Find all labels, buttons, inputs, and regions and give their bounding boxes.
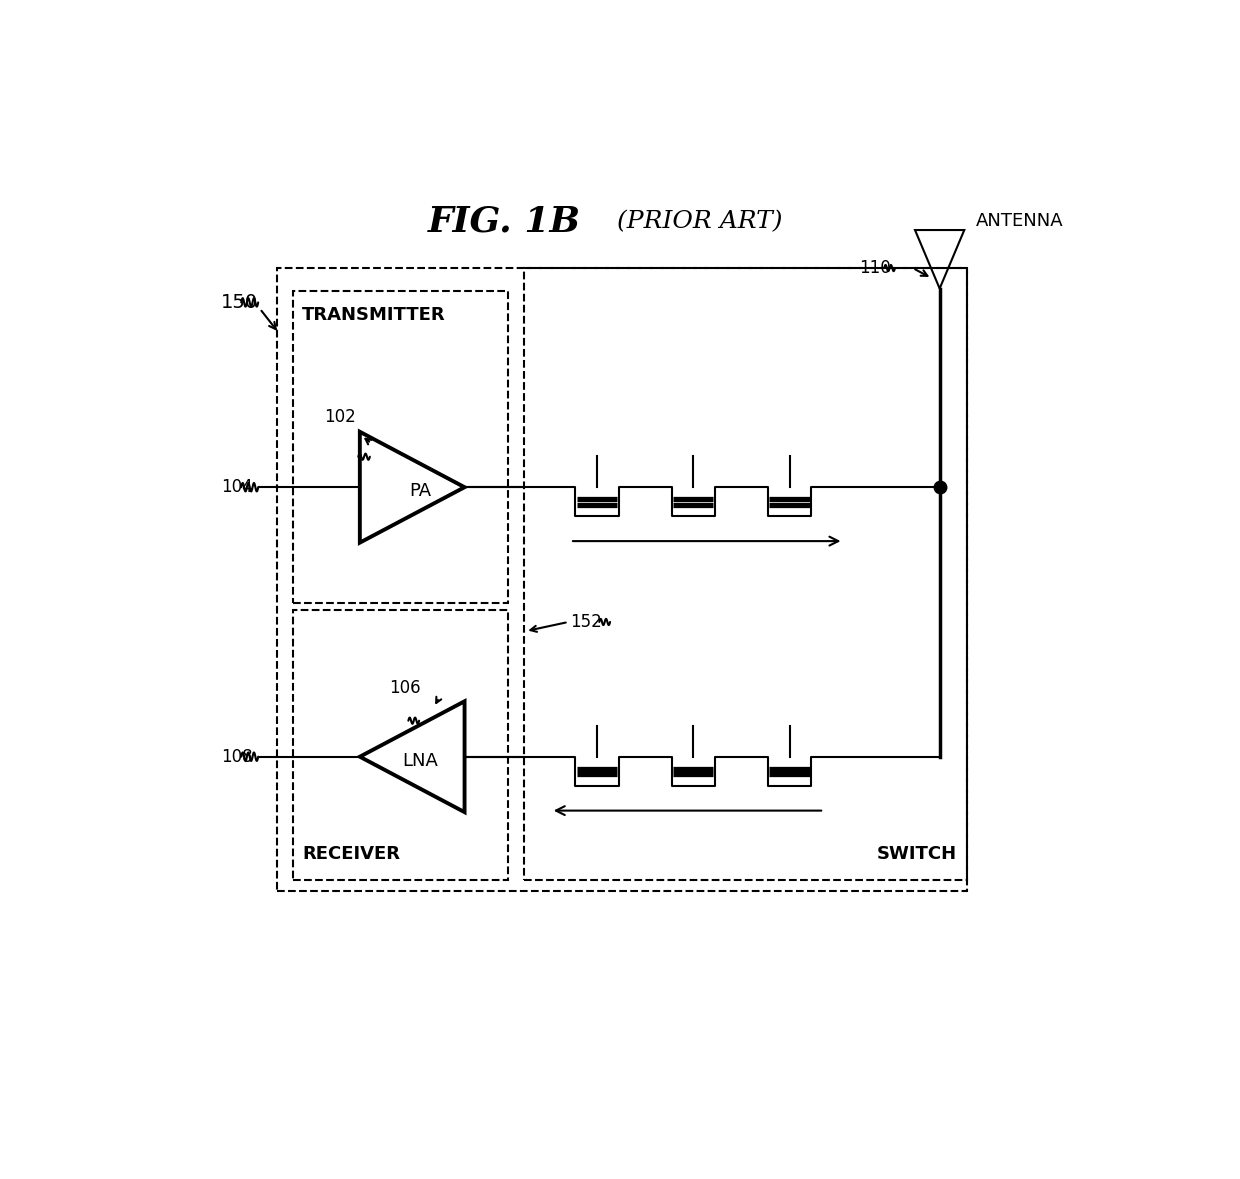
Text: 104: 104 xyxy=(221,479,253,496)
Text: LNA: LNA xyxy=(402,751,438,770)
Text: FIG. 1B: FIG. 1B xyxy=(428,205,582,238)
Text: 102: 102 xyxy=(324,408,356,426)
Text: TRANSMITTER: TRANSMITTER xyxy=(303,307,445,324)
Text: PA: PA xyxy=(409,482,432,500)
Text: (PRIOR ART): (PRIOR ART) xyxy=(609,210,782,233)
Text: SWITCH: SWITCH xyxy=(877,845,957,863)
Text: 152: 152 xyxy=(570,613,601,631)
Bar xyxy=(523,268,967,880)
Bar xyxy=(293,291,508,602)
Text: RECEIVER: RECEIVER xyxy=(303,845,401,863)
Bar xyxy=(293,611,508,880)
Text: ANTENNA: ANTENNA xyxy=(976,212,1064,230)
Text: 108: 108 xyxy=(221,747,253,765)
Text: 150: 150 xyxy=(221,292,258,312)
Text: 106: 106 xyxy=(389,679,420,698)
Text: 110: 110 xyxy=(859,259,890,277)
Bar xyxy=(278,268,967,891)
